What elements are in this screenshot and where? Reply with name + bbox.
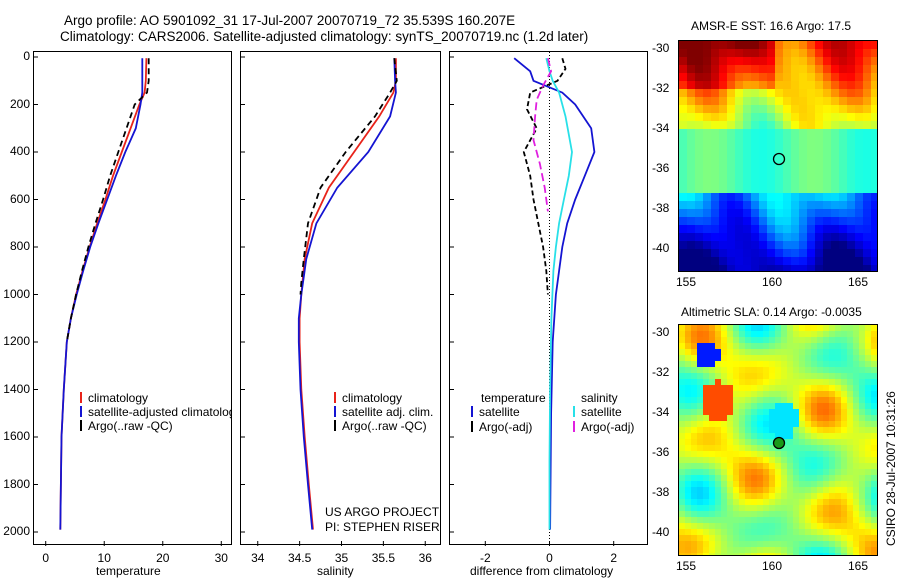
y-tick-label: 0 xyxy=(23,49,30,63)
legend-title-temperature: temperature xyxy=(481,391,546,405)
legend-item-sal-argo: Argo(-adj) xyxy=(573,420,634,434)
y-tick-label: 400 xyxy=(9,144,30,158)
sla-map-title: Altimetric SLA: 0.14 Argo: -0.0035 xyxy=(681,305,862,319)
difference-xlabel: difference from climatology xyxy=(470,564,614,578)
y-tick-label: 1600 xyxy=(3,429,30,443)
x-tick-label: 2 xyxy=(610,551,617,565)
salinity-legend: climatology satellite adj. clim. Argo(..… xyxy=(334,391,433,433)
legend-item-temp-argo: Argo(-adj) xyxy=(471,420,532,434)
y-tick-label: 800 xyxy=(9,239,30,253)
y-tick-label: 1400 xyxy=(3,381,30,396)
x-tick-label: 0 xyxy=(42,551,49,565)
x-tick-label: 35.5 xyxy=(372,551,396,565)
series-line xyxy=(59,58,148,530)
float-position-marker xyxy=(772,152,786,166)
map-x-tick-label: 160 xyxy=(762,275,783,289)
series-line xyxy=(513,57,596,530)
x-tick-label: 30 xyxy=(215,551,229,565)
legend-item-argo: Argo(..raw -QC) xyxy=(80,419,232,433)
salinity-plot: 34 34.5 35 35.5 36 xyxy=(241,56,432,565)
map-y-tick-label: -30 xyxy=(652,41,670,55)
legend-item-climatology: climatology xyxy=(334,391,433,405)
map-y-tick-label: -32 xyxy=(652,365,670,379)
y-tick-label: 600 xyxy=(9,191,30,206)
map-x-tick-label: 160 xyxy=(762,559,783,573)
map-y-tick-label: -36 xyxy=(652,161,670,175)
float-position-marker xyxy=(772,436,786,450)
map-y-tick-label: -40 xyxy=(652,525,670,539)
series-line xyxy=(59,58,144,530)
x-tick-label: 35 xyxy=(335,551,349,565)
x-tick-label: 36 xyxy=(419,551,433,565)
temperature-xlabel: temperature xyxy=(96,564,161,578)
series-line xyxy=(532,57,553,212)
map-y-tick-label: -36 xyxy=(652,445,670,459)
map-y-tick-label: -34 xyxy=(652,121,670,135)
legend-item-sal-satellite: satellite xyxy=(573,405,622,419)
legend-title-salinity: salinity xyxy=(581,391,618,405)
sst-map xyxy=(678,40,878,272)
y-tick-label: 200 xyxy=(9,96,30,111)
map-x-tick-label: 155 xyxy=(676,275,697,289)
temperature-panel: 0 10 20 30 xyxy=(33,51,232,565)
map-y-tick-label: -30 xyxy=(652,325,670,339)
series-line xyxy=(522,57,567,295)
map-y-tick-label: -40 xyxy=(652,241,670,255)
sst-map-image xyxy=(679,41,877,271)
x-tick-label: 20 xyxy=(156,551,170,565)
side-caption: CSIRO 28-Jul-2007 10:31:26 xyxy=(884,391,898,546)
y-tick-label: 1800 xyxy=(3,476,30,491)
x-tick-label: 10 xyxy=(98,551,112,565)
sla-map-image xyxy=(679,325,877,555)
legend-item-satellite-adjusted: satellite-adjusted climatology xyxy=(80,405,232,419)
map-y-tick-label: -34 xyxy=(652,405,670,419)
difference-plot: -2 0 2 xyxy=(450,52,617,565)
map-x-tick-label: 155 xyxy=(676,559,697,573)
salinity-xlabel: salinity xyxy=(317,564,354,578)
series-line xyxy=(297,58,397,530)
legend-item-satellite-adj: satellite adj. clim. xyxy=(334,405,433,419)
map-y-tick-label: -38 xyxy=(652,201,670,215)
y-tick-label: 1000 xyxy=(3,286,30,301)
map-y-tick-label: -38 xyxy=(652,485,670,499)
series-line xyxy=(299,58,398,295)
figure-title-line2: Climatology: CARS2006. Satellite-adjuste… xyxy=(60,29,589,44)
map-x-tick-label: 165 xyxy=(848,275,869,289)
sst-map-title: AMSR-E SST: 16.6 Argo: 17.5 xyxy=(691,19,852,33)
x-tick-label: -2 xyxy=(480,551,491,565)
project-annotation-line2: PI: STEPHEN RISER xyxy=(325,520,440,534)
legend-item-argo: Argo(..raw -QC) xyxy=(334,419,433,433)
x-tick-label: 34 xyxy=(251,551,265,565)
y-tick-label: 1200 xyxy=(3,334,30,348)
x-tick-label: 0 xyxy=(546,551,553,565)
legend-item-temp-satellite: satellite xyxy=(471,405,520,419)
figure-title-line1: Argo profile: AO 5901092_31 17-Jul-2007 … xyxy=(64,13,516,28)
temperature-legend: climatology satellite-adjusted climatolo… xyxy=(80,391,232,433)
difference-panel: -2 0 2 xyxy=(449,51,648,565)
temperature-plot: 0 10 20 30 xyxy=(34,56,228,565)
map-y-tick-label: -32 xyxy=(652,81,670,95)
y-tick-label: 2000 xyxy=(3,524,30,538)
map-x-tick-label: 165 xyxy=(848,559,869,573)
sla-map xyxy=(678,324,878,556)
salinity-panel: 34 34.5 35 35.5 36 xyxy=(240,51,441,565)
x-tick-label: 34.5 xyxy=(288,551,312,565)
project-annotation-line1: US ARGO PROJECT xyxy=(325,505,440,519)
series-line xyxy=(545,57,573,530)
legend-item-climatology: climatology xyxy=(80,391,232,405)
